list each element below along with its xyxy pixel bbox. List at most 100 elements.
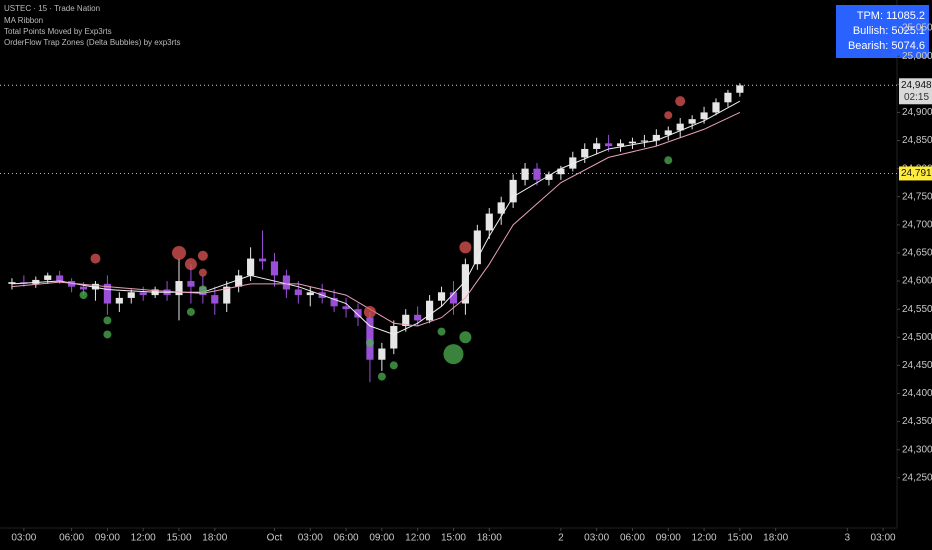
candle-body: [294, 289, 302, 296]
candle-body: [103, 283, 111, 304]
y-tick-label: 24,850.0: [902, 135, 932, 146]
y-tick-label: 24,900.0: [902, 107, 932, 118]
symbol: USTEC · 15 · Trade Nation: [4, 4, 100, 13]
candle-body: [616, 143, 625, 147]
candle-body: [581, 148, 589, 158]
delta-bubble: [365, 338, 374, 347]
candle-body: [330, 297, 338, 307]
y-tick-label: 24,350.0: [902, 416, 932, 427]
candle-body: [402, 314, 410, 327]
candle-body: [211, 295, 219, 304]
x-tick-label: 12:00: [405, 533, 430, 544]
ma-line: [11, 100, 741, 335]
delta-bubble: [198, 268, 207, 277]
candle-body: [223, 286, 231, 304]
indicator: OrderFlow Trap Zones (Delta Bubbles) by …: [4, 38, 181, 47]
delta-bubble: [675, 96, 686, 107]
candle-body: [605, 143, 613, 147]
candle-body: [557, 168, 565, 175]
x-tick-label: 09:00: [369, 533, 394, 544]
x-tick-label: 3: [844, 533, 850, 544]
x-tick-label: 18:00: [763, 533, 788, 544]
candle-body: [700, 112, 708, 120]
candle-body: [354, 309, 362, 318]
x-tick-label: 18:00: [477, 533, 502, 544]
delta-bubble: [664, 156, 673, 165]
candle-body: [68, 281, 76, 287]
y-tick-label: 24,550.0: [902, 304, 932, 315]
candle-body: [509, 179, 517, 203]
candle-body: [676, 123, 684, 131]
candle-body: [342, 306, 350, 310]
candle-body: [485, 213, 493, 231]
delta-bubble: [363, 305, 376, 318]
candle-body: [378, 348, 386, 360]
countdown: 02:15: [904, 92, 929, 103]
x-tick-label: 12:00: [131, 533, 156, 544]
delta-bubble: [90, 253, 101, 264]
candle-body: [414, 314, 422, 321]
info-text: Bullish: 5025.1: [853, 25, 925, 37]
candle-body: [282, 275, 290, 290]
delta-bubble: [198, 285, 207, 294]
x-tick-label: 2: [558, 533, 564, 544]
x-tick-label: 06:00: [334, 533, 359, 544]
x-tick-label: 03:00: [584, 533, 609, 544]
candle-body: [175, 281, 183, 296]
y-tick-label: 24,750.0: [902, 191, 932, 202]
candle-body: [270, 261, 279, 276]
x-tick-label: 03:00: [871, 533, 896, 544]
delta-bubble: [437, 327, 446, 336]
candle-body: [628, 141, 637, 144]
price-label: 24,791.4: [901, 168, 932, 179]
x-tick-label: 12:00: [692, 533, 717, 544]
candle-body: [247, 258, 255, 276]
candle-body: [652, 134, 660, 141]
candle-body: [258, 258, 267, 262]
delta-bubble: [197, 250, 208, 261]
y-tick-label: 24,250.0: [902, 472, 932, 483]
candle-body: [664, 130, 672, 135]
candle-body: [187, 281, 195, 287]
x-tick-label: 15:00: [166, 533, 191, 544]
candle-body: [32, 279, 40, 284]
candle-body: [461, 264, 469, 304]
info-text: Bearish: 5074.6: [848, 40, 925, 52]
candle-body: [79, 286, 88, 290]
x-tick-label: 15:00: [727, 533, 752, 544]
delta-bubble: [172, 245, 186, 260]
candle-body: [306, 292, 314, 296]
candle-body: [127, 292, 135, 298]
delta-bubble: [664, 111, 673, 120]
candle-body: [44, 275, 52, 280]
ma-line: [11, 111, 741, 327]
candle-body: [497, 202, 505, 214]
delta-bubble: [377, 372, 386, 381]
candle-body: [390, 326, 398, 349]
candle-body: [593, 143, 601, 149]
x-tick-label: 09:00: [656, 533, 681, 544]
delta-bubble: [103, 330, 112, 339]
candle-body: [139, 292, 147, 296]
delta-bubble: [79, 291, 88, 300]
candle-body: [712, 102, 720, 113]
candle-body: [724, 92, 732, 103]
delta-bubble: [459, 331, 472, 344]
indicator: MA Ribbon: [4, 16, 43, 25]
candle-body: [521, 168, 529, 180]
candle-body: [449, 292, 458, 304]
x-tick-label: 06:00: [59, 533, 84, 544]
delta-bubble: [459, 241, 472, 254]
x-tick-label: Oct: [267, 533, 283, 544]
y-tick-label: 24,450.0: [902, 360, 932, 371]
indicator: Total Points Moved by Exp3rts: [4, 27, 112, 36]
candle-body: [366, 317, 374, 360]
candle-body: [426, 300, 434, 321]
info-box: [836, 5, 929, 58]
candle-body: [688, 119, 696, 124]
delta-bubble: [103, 316, 112, 325]
delta-bubble: [186, 307, 195, 316]
candle-body: [437, 292, 446, 301]
x-tick-label: 03:00: [298, 533, 323, 544]
